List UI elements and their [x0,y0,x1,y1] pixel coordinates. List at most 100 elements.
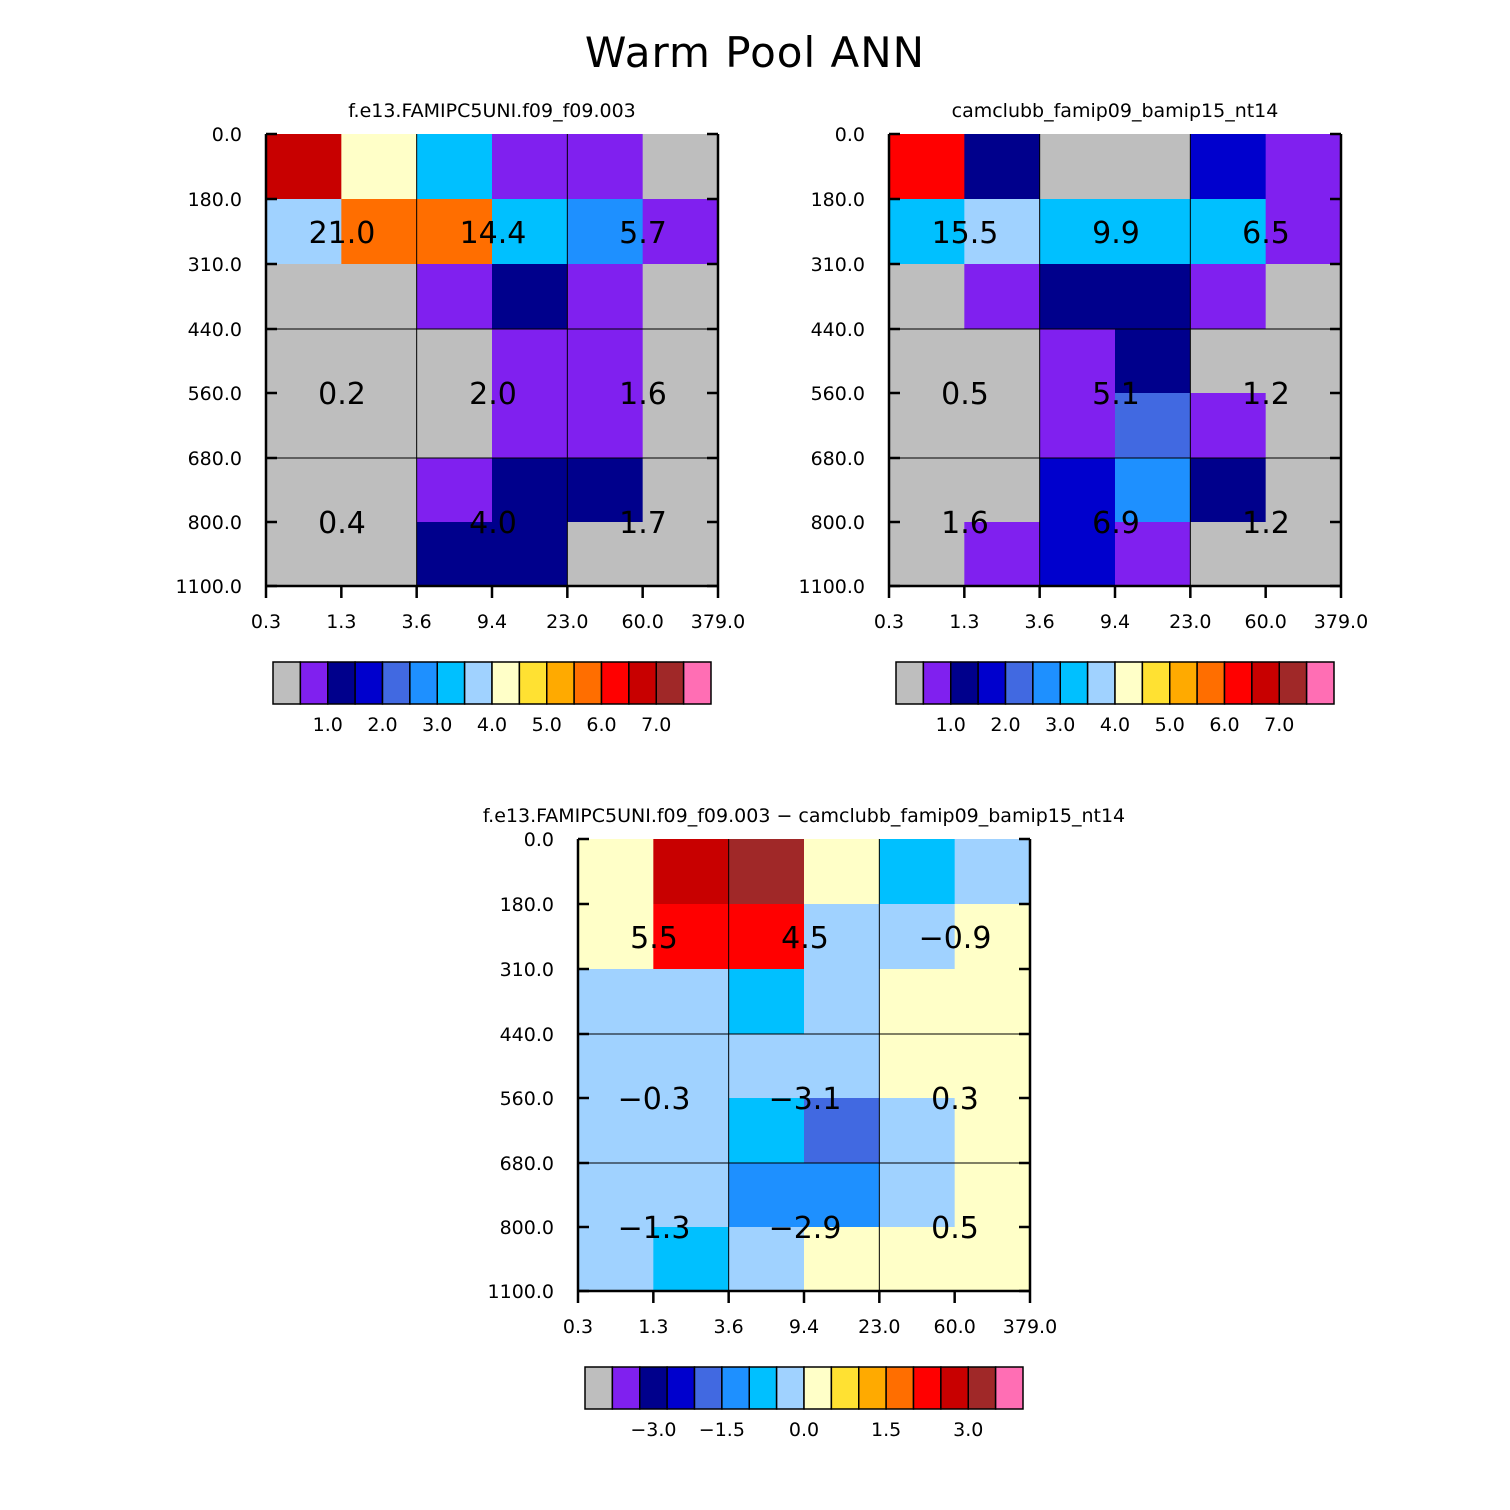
box-value-label: 1.2 [1242,377,1290,412]
heatmap-cell [492,264,568,330]
heatmap-cell [1190,329,1267,394]
heatmap-cell [1115,264,1191,330]
colorbar-label: 6.0 [586,714,616,736]
colorbar-swatch [885,1366,915,1410]
heatmap-cell [1115,329,1191,394]
heatmap-cell [1265,458,1342,523]
heatmap-cell [642,199,719,265]
colorbar-swatch [409,661,438,705]
y-tick-label: 180.0 [500,894,554,916]
heatmap-cell [804,1098,880,1164]
colorbar-label: 2.0 [990,714,1020,736]
box-value-label: −1.3 [618,1211,691,1246]
colorbar-label: 3.0 [953,1419,983,1441]
heatmap-cell [578,969,654,1035]
y-tick-label: 800.0 [500,1217,554,1239]
colorbar-label: 1.0 [936,714,966,736]
heatmap-cell [1039,199,1116,265]
heatmap-cell [954,1034,1031,1099]
heatmap-cell [266,264,342,330]
heatmap-cell [964,393,1041,459]
box-value-label: 5.7 [619,216,667,251]
y-tick-label: 0.0 [835,124,865,146]
heatmap-cell [1039,329,1116,394]
x-tick-label: 23.0 [1169,611,1211,633]
y-tick-label: 560.0 [188,383,242,405]
colorbar-label: 7.0 [1264,714,1294,736]
heatmap-cell [879,1227,956,1292]
colorbar-label: 3.0 [422,714,452,736]
heatmap-cell [578,904,654,970]
colorbar-swatch [1032,661,1061,705]
y-tick-label: 1100.0 [799,576,865,598]
colorbar-swatch [858,1366,887,1410]
y-tick-label: 560.0 [500,1088,554,1110]
colorbar-label: 4.0 [1100,714,1130,736]
x-tick-label: 3.6 [402,611,432,633]
heatmap-cell [804,904,880,970]
x-tick-label: 0.3 [874,611,904,633]
heatmap-cell [416,458,493,523]
x-tick-label: 23.0 [858,1316,900,1338]
heatmap-cell [341,264,418,330]
heatmap-cell [804,1163,880,1228]
colorbar: 1.0 2.0 3.0 4.0 5.0 6.0 7.0 [895,661,1335,736]
box-value-label: −0.3 [618,1082,691,1117]
colorbar-swatch [977,661,1007,705]
heatmap-cell [341,199,418,265]
heatmap-cell [416,329,493,394]
heatmap-cell [567,134,644,200]
heatmap-cells [889,134,1342,587]
heatmap-cell [1115,393,1191,459]
colorbar-swatch [573,661,603,705]
colorbar-label: −3.0 [630,1419,676,1441]
x-tick-label: 0.3 [563,1316,593,1338]
heatmap-cell [804,1227,880,1292]
heatmap-cell [1265,264,1342,330]
heatmap-cell [1039,393,1116,459]
y-tick-label: 680.0 [811,448,865,470]
panel-title: f.e13.FAMIPC5UNI.f09_f09.003 [348,100,636,122]
y-tick-label: 440.0 [188,319,242,341]
heatmap-cell [492,393,568,459]
panel-title: f.e13.FAMIPC5UNI.f09_f09.003 − camclubb_… [483,805,1125,827]
colorbar-swatch [639,1366,668,1410]
heatmap-cell [567,393,644,459]
x-tick-label: 60.0 [622,611,664,633]
colorbar-label: 1.5 [871,1419,901,1441]
y-tick-label: 0.0 [212,124,242,146]
heatmap-cell [642,134,719,200]
heatmap-cell [954,1098,1031,1164]
colorbar-swatch [1305,661,1335,705]
heatmap-cell [653,904,730,970]
heatmap-cell [578,1034,654,1099]
heatmap-cell [1265,199,1342,265]
heatmap-cell [578,839,654,905]
box-value-label: 21.0 [309,216,376,251]
x-tick-label: 1.3 [326,611,356,633]
heatmap-cell [1115,522,1191,587]
heatmap-cell [416,264,493,330]
heatmap-cells [578,839,1031,1292]
colorbar-swatch [299,661,329,705]
box-value-label: 15.5 [932,216,999,251]
panel-2: camclubb_famip09_bamip15_nt14 0.0 180.0 310… [799,100,1369,736]
heatmap-cell [341,134,418,200]
box-value-label: 0.5 [931,1211,979,1246]
colorbar-label: 5.0 [1155,714,1185,736]
heatmap-cell [642,393,719,459]
heatmap-cell [341,522,418,587]
colorbar-swatch [546,661,575,705]
heatmap-cell [567,199,644,265]
colorbar-swatch [1251,661,1280,705]
heatmap-cell [728,1163,805,1228]
heatmap-cell [879,1163,956,1228]
heatmap-cell [804,1034,880,1099]
heatmap-cell [578,1163,654,1228]
colorbar-swatch [912,1366,942,1410]
heatmap-cell [567,264,644,330]
page-title: Warm Pool ANN [584,28,926,77]
heatmap-cell [492,522,568,587]
colorbar-swatch [327,661,356,705]
